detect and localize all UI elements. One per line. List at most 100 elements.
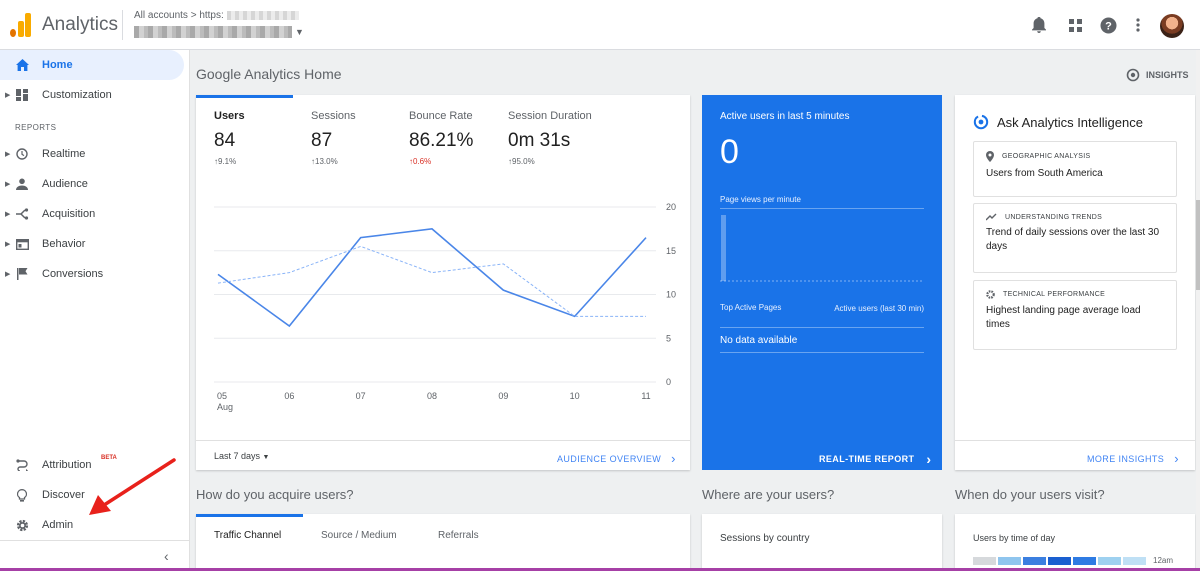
sidebar-item-attribution[interactable]: Attribution bbox=[0, 450, 184, 480]
red-annotation-arrow-icon bbox=[89, 458, 176, 515]
expand-arrow-icon: ▶ bbox=[5, 241, 11, 248]
metric-value: 84 bbox=[214, 130, 236, 151]
insight-category-label: UNDERSTANDING TRENDS bbox=[1005, 213, 1103, 221]
apps-grid-icon[interactable] bbox=[1065, 15, 1085, 35]
insight-category-label: TECHNICAL PERFORMANCE bbox=[1003, 291, 1106, 298]
acquisition-icon bbox=[15, 207, 29, 221]
notifications-bell-icon[interactable] bbox=[1029, 15, 1049, 35]
tab-source-medium[interactable]: Source / Medium bbox=[321, 530, 397, 541]
more-insights-link[interactable]: MORE INSIGHTS › bbox=[1087, 451, 1179, 466]
users-by-time-label: Users by time of day bbox=[973, 533, 1056, 543]
realtime-title: Active users in last 5 minutes bbox=[720, 111, 850, 122]
metric-tab-users[interactable]: Users 84 ↑9.1% bbox=[214, 110, 245, 166]
insight-text: Users from South America bbox=[986, 168, 1103, 179]
expand-arrow-icon: ▶ bbox=[5, 92, 11, 99]
link-label: AUDIENCE OVERVIEW bbox=[557, 453, 662, 464]
divider bbox=[196, 440, 690, 441]
dashboard-icon bbox=[15, 88, 29, 102]
user-avatar[interactable] bbox=[1160, 14, 1184, 38]
metric-label: Bounce Rate bbox=[409, 110, 473, 122]
sidebar-item-label: Conversions bbox=[42, 268, 104, 280]
sidebar-item-customization[interactable]: ▶ Customization bbox=[0, 80, 184, 110]
audience-overview-link[interactable]: AUDIENCE OVERVIEW › bbox=[557, 451, 676, 466]
caret-down-icon[interactable]: ▼ bbox=[295, 27, 304, 37]
acquisition-card: Traffic Channel Source / Medium Referral… bbox=[196, 514, 690, 571]
intelligence-title: Ask Analytics Intelligence bbox=[973, 114, 1143, 130]
sidebar-item-discover[interactable]: Discover bbox=[0, 480, 184, 510]
more-vert-icon[interactable] bbox=[1128, 15, 1148, 35]
insight-text: Trend of daily sessions over the last 30… bbox=[986, 227, 1160, 252]
x-tick-label: 11 bbox=[641, 391, 650, 401]
chevron-right-icon: › bbox=[1174, 451, 1179, 466]
analytics-intelligence-card: Ask Analytics Intelligence GEOGRAPHIC AN… bbox=[955, 95, 1195, 470]
metric-label: Sessions bbox=[311, 110, 356, 122]
audience-summary-card: Users 84 ↑9.1% Sessions 87 ↑13.0% Bounce… bbox=[196, 95, 690, 470]
y-tick-label: 0 bbox=[666, 377, 671, 387]
sidebar-item-label: Admin bbox=[42, 519, 74, 531]
insight-suggestion[interactable]: UNDERSTANDING TRENDS Trend of daily sess… bbox=[973, 203, 1177, 273]
divider bbox=[0, 540, 189, 541]
page-scrollbar[interactable] bbox=[1196, 50, 1200, 571]
tab-traffic-channel[interactable]: Traffic Channel bbox=[214, 530, 282, 541]
x-tick-label: 06 bbox=[284, 391, 294, 401]
pageviews-per-minute-chart bbox=[720, 215, 924, 282]
sidebar-item-label: Realtime bbox=[42, 148, 86, 160]
sidebar-item-label: Behavior bbox=[42, 238, 86, 250]
metric-change: ↑9.1% bbox=[214, 157, 237, 166]
y-tick-label: 5 bbox=[666, 333, 671, 343]
no-data-message: No data available bbox=[720, 335, 798, 346]
divider bbox=[720, 352, 924, 353]
expand-arrow-icon: ▶ bbox=[5, 211, 11, 218]
selected-tab-indicator bbox=[196, 514, 303, 517]
app-title[interactable]: Analytics bbox=[42, 14, 119, 35]
insight-text: Highest landing page average load times bbox=[986, 305, 1141, 330]
insight-suggestion[interactable]: GEOGRAPHIC ANALYSIS Users from South Ame… bbox=[973, 141, 1177, 197]
sidebar-item-audience[interactable]: ▶ Audience bbox=[0, 169, 184, 199]
y-tick-label: 10 bbox=[666, 290, 676, 300]
divider bbox=[955, 440, 1195, 441]
sidebar-item-behavior[interactable]: ▶ Behavior bbox=[0, 229, 184, 259]
tab-referrals[interactable]: Referrals bbox=[438, 530, 479, 541]
beta-badge: BETA bbox=[101, 455, 117, 461]
expand-arrow-icon: ▶ bbox=[5, 271, 11, 278]
insights-label: INSIGHTS bbox=[1146, 70, 1189, 80]
redacted-url bbox=[226, 10, 299, 20]
home-icon bbox=[15, 58, 29, 72]
metric-tab-sessions[interactable]: Sessions 87 ↑13.0% bbox=[311, 110, 356, 166]
help-icon[interactable]: ? bbox=[1098, 15, 1118, 35]
sidebar-item-acquisition[interactable]: ▶ Acquisition bbox=[0, 199, 184, 229]
metric-value: 87 bbox=[311, 130, 333, 151]
collapse-sidebar-icon[interactable]: ‹ bbox=[164, 548, 169, 564]
metric-tab-session-duration[interactable]: Session Duration 0m 31s ↑95.0% bbox=[508, 110, 592, 166]
metric-value: 86.21% bbox=[409, 130, 474, 151]
window-border bbox=[0, 568, 1200, 571]
svg-text:?: ? bbox=[1105, 20, 1112, 32]
insight-suggestion[interactable]: TECHNICAL PERFORMANCE Highest landing pa… bbox=[973, 280, 1177, 350]
page-title: Google Analytics Home bbox=[196, 66, 342, 82]
divider bbox=[720, 208, 924, 209]
sessions-by-country-label: Sessions by country bbox=[720, 533, 810, 544]
scrollbar-thumb[interactable] bbox=[1196, 200, 1200, 290]
metric-change: ↑13.0% bbox=[311, 157, 338, 166]
metric-tab-bounce-rate[interactable]: Bounce Rate 86.21% ↑0.6% bbox=[409, 110, 473, 166]
sidebar-item-conversions[interactable]: ▶ Conversions bbox=[0, 259, 184, 289]
selected-metric-indicator bbox=[196, 95, 293, 98]
expand-arrow-icon: ▶ bbox=[5, 181, 11, 188]
location-pin-icon bbox=[986, 151, 994, 162]
sidebar-item-label: Customization bbox=[42, 89, 112, 101]
geo-card: Sessions by country bbox=[702, 514, 942, 571]
sidebar-item-home[interactable]: Home bbox=[0, 50, 184, 80]
account-breadcrumb[interactable]: All accounts > https: bbox=[134, 10, 299, 21]
trending-up-icon bbox=[986, 213, 997, 221]
section-heading-acquire: How do you acquire users? bbox=[196, 487, 354, 502]
realtime-report-link[interactable]: REAL-TIME REPORT › bbox=[819, 451, 931, 467]
date-range-selector[interactable]: Last 7 days ▼ bbox=[214, 451, 269, 461]
account-selector[interactable] bbox=[134, 26, 292, 38]
insights-button[interactable]: INSIGHTS bbox=[1126, 68, 1189, 82]
analytics-logo-icon[interactable] bbox=[10, 13, 32, 37]
realtime-card: Active users in last 5 minutes 0 Page vi… bbox=[702, 95, 942, 470]
sidebar-item-realtime[interactable]: ▶ Realtime bbox=[0, 139, 184, 169]
sidebar-item-admin[interactable]: Admin bbox=[0, 510, 184, 540]
gear-icon bbox=[15, 518, 29, 532]
